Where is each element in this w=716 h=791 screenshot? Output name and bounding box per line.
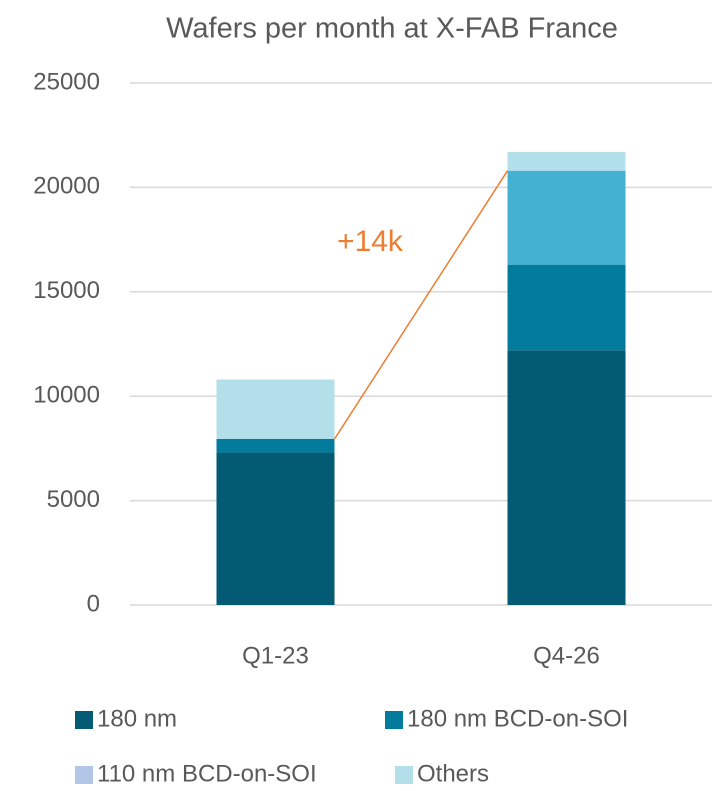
x-tick-label: Q4-26 bbox=[533, 642, 600, 669]
y-tick-label: 15000 bbox=[33, 277, 100, 304]
bar-segment bbox=[507, 350, 626, 605]
bar-segment bbox=[507, 264, 626, 351]
bar-segment bbox=[507, 170, 626, 265]
legend-label: Others bbox=[417, 760, 489, 787]
y-tick-label: 0 bbox=[87, 590, 100, 617]
y-tick-label: 10000 bbox=[33, 382, 100, 409]
legend-swatch bbox=[395, 766, 413, 784]
x-tick-label: Q1-23 bbox=[242, 642, 309, 669]
bar-segment bbox=[216, 452, 335, 605]
annotation: +14k bbox=[337, 225, 404, 258]
y-tick-label: 25000 bbox=[33, 68, 100, 95]
legend-label: 110 nm BCD-on-SOI bbox=[97, 760, 317, 787]
bar-segment bbox=[216, 379, 335, 440]
legend-swatch bbox=[75, 711, 93, 729]
chart-title: Wafers per month at X-FAB France bbox=[166, 13, 618, 45]
legend-label: 180 nm bbox=[97, 705, 177, 732]
y-tick-label: 20000 bbox=[33, 173, 100, 200]
legend-swatch bbox=[75, 766, 93, 784]
bar-segment bbox=[507, 151, 626, 171]
bar-segment bbox=[216, 439, 335, 453]
annotation-line bbox=[333, 170, 509, 440]
legend-swatch bbox=[385, 711, 403, 729]
legend-label: 180 nm BCD-on-SOI bbox=[407, 705, 628, 732]
y-tick-label: 5000 bbox=[47, 486, 100, 513]
